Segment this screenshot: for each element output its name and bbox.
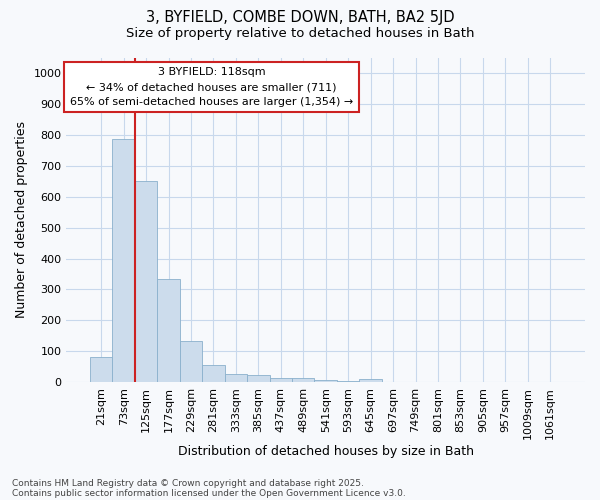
Bar: [180, 341, 202, 382]
Y-axis label: Number of detached properties: Number of detached properties: [15, 122, 28, 318]
Bar: [359, 379, 382, 382]
Bar: [247, 376, 269, 382]
Bar: [292, 378, 314, 382]
Bar: [112, 140, 135, 382]
Bar: [157, 278, 180, 382]
Text: Contains public sector information licensed under the Open Government Licence v3: Contains public sector information licen…: [12, 488, 406, 498]
Bar: [224, 374, 247, 382]
Bar: [90, 358, 112, 382]
Bar: [269, 378, 292, 382]
Bar: [202, 364, 224, 382]
X-axis label: Distribution of detached houses by size in Bath: Distribution of detached houses by size …: [178, 444, 474, 458]
Text: Contains HM Land Registry data © Crown copyright and database right 2025.: Contains HM Land Registry data © Crown c…: [12, 478, 364, 488]
Text: 3, BYFIELD, COMBE DOWN, BATH, BA2 5JD: 3, BYFIELD, COMBE DOWN, BATH, BA2 5JD: [146, 10, 454, 25]
Text: 3 BYFIELD: 118sqm
← 34% of detached houses are smaller (711)
65% of semi-detache: 3 BYFIELD: 118sqm ← 34% of detached hous…: [70, 67, 353, 107]
Bar: [135, 181, 157, 382]
Bar: [337, 380, 359, 382]
Bar: [314, 380, 337, 382]
Text: Size of property relative to detached houses in Bath: Size of property relative to detached ho…: [126, 28, 474, 40]
